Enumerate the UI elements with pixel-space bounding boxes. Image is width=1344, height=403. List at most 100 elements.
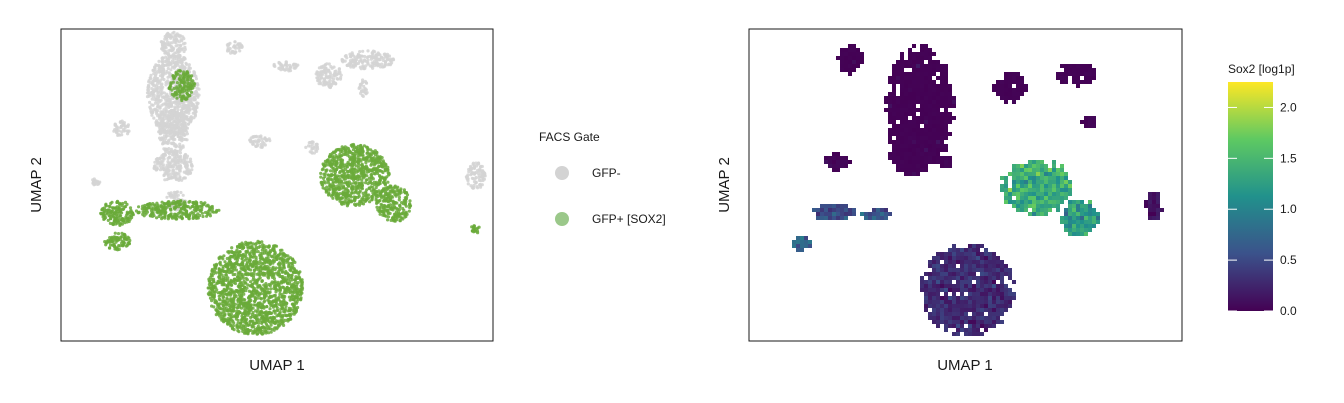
data-point [230, 288, 234, 292]
data-point [263, 299, 267, 303]
data-point [229, 324, 233, 328]
data-point [249, 284, 253, 288]
data-point [371, 150, 375, 154]
data-point [267, 296, 271, 300]
legend-key-gfp-positive [555, 212, 569, 226]
data-point [241, 289, 246, 293]
data-point [350, 158, 355, 162]
data-point [372, 161, 376, 165]
data-point [372, 59, 377, 64]
data-point [236, 298, 240, 302]
data-point [356, 174, 360, 178]
data-point [193, 82, 197, 86]
data-point [183, 96, 187, 100]
data-point [176, 48, 180, 52]
data-point [351, 58, 355, 62]
data-point [236, 321, 240, 325]
data-point [159, 160, 163, 164]
data-point [325, 189, 329, 193]
data-point [471, 161, 475, 165]
data-point [179, 61, 183, 65]
data-point [119, 125, 123, 130]
data-point [358, 153, 362, 157]
data-point [125, 124, 129, 128]
data-point [183, 57, 187, 61]
data-point [298, 270, 302, 274]
data-point [152, 116, 156, 120]
data-point [150, 97, 154, 101]
data-point [163, 139, 167, 143]
data-point [360, 171, 364, 175]
data-point [358, 50, 362, 54]
data-point [260, 279, 264, 283]
data-point [365, 188, 369, 192]
data-point [219, 293, 223, 297]
data-point [288, 308, 292, 312]
data-point [474, 181, 478, 185]
data-point [173, 64, 177, 68]
data-point [384, 60, 388, 64]
data-point [262, 283, 266, 287]
data-point [167, 118, 171, 122]
data-point [153, 65, 157, 69]
data-point [267, 245, 271, 249]
data-point [208, 276, 212, 280]
data-point [359, 67, 363, 71]
data-point [245, 278, 249, 282]
data-point [158, 121, 162, 125]
data-point [378, 57, 382, 62]
data-point [177, 125, 181, 129]
data-point [172, 175, 176, 179]
data-point [181, 35, 185, 39]
data-point [371, 66, 375, 70]
data-point [174, 102, 178, 106]
data-point [194, 77, 198, 81]
data-point [391, 190, 395, 194]
data-point [321, 186, 325, 190]
data-point [466, 182, 470, 186]
data-point [280, 280, 284, 284]
data-point [289, 65, 293, 69]
data-point [198, 208, 203, 212]
data-point [115, 200, 119, 204]
data-point [277, 61, 281, 65]
data-point [267, 327, 271, 331]
data-point [258, 276, 262, 280]
data-point [213, 299, 217, 303]
data-point [265, 266, 269, 270]
data-point [164, 111, 168, 115]
data-point [255, 278, 260, 282]
data-point [114, 246, 118, 250]
data-point [161, 70, 165, 74]
data-point [149, 73, 153, 77]
data-point [160, 87, 164, 92]
data-point [333, 81, 337, 85]
data-point [238, 49, 242, 53]
data-point [476, 162, 480, 166]
data-point [245, 241, 250, 245]
data-point [347, 176, 351, 180]
data-point [366, 49, 370, 53]
data-point [200, 211, 204, 215]
data-point [190, 210, 194, 214]
data-point [172, 75, 176, 79]
data-point [121, 122, 125, 126]
data-point [146, 85, 150, 89]
data-point [337, 181, 341, 185]
data-point [112, 235, 116, 239]
data-point [183, 105, 187, 109]
data-point [166, 79, 170, 83]
data-point [153, 101, 157, 105]
data-point [282, 252, 286, 256]
data-point [378, 178, 382, 182]
data-point [165, 42, 169, 46]
data-point [397, 198, 401, 202]
data-point [353, 56, 357, 60]
data-point [249, 315, 253, 320]
data-point [175, 217, 179, 221]
data-point [310, 151, 314, 155]
sox2-expression-plot: UMAP 1 UMAP 2 [716, 28, 1183, 374]
data-point [358, 54, 362, 58]
data-point [173, 60, 178, 64]
data-point [188, 107, 192, 111]
